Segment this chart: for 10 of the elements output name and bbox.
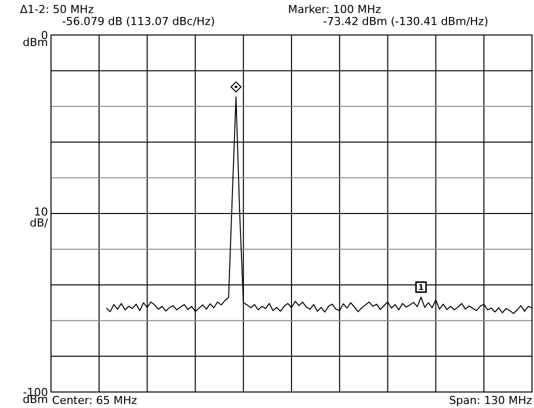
text: Span: 130 MHz bbox=[449, 394, 532, 407]
text: -73.42 dBm (-130.41 dBm/Hz) bbox=[323, 15, 488, 28]
y-axis-title: 10 dB/ bbox=[30, 206, 48, 230]
text: Δ1-2: 50 MHz bbox=[20, 3, 94, 16]
text: dBm bbox=[22, 393, 48, 406]
annotation: 1 bbox=[418, 283, 424, 292]
text: Marker: 100 MHz bbox=[288, 3, 382, 16]
text: -56.079 dB (113.07 dBc/Hz) bbox=[62, 15, 215, 28]
text: Center: 65 MHz bbox=[52, 394, 138, 407]
text: dBm bbox=[22, 36, 48, 49]
